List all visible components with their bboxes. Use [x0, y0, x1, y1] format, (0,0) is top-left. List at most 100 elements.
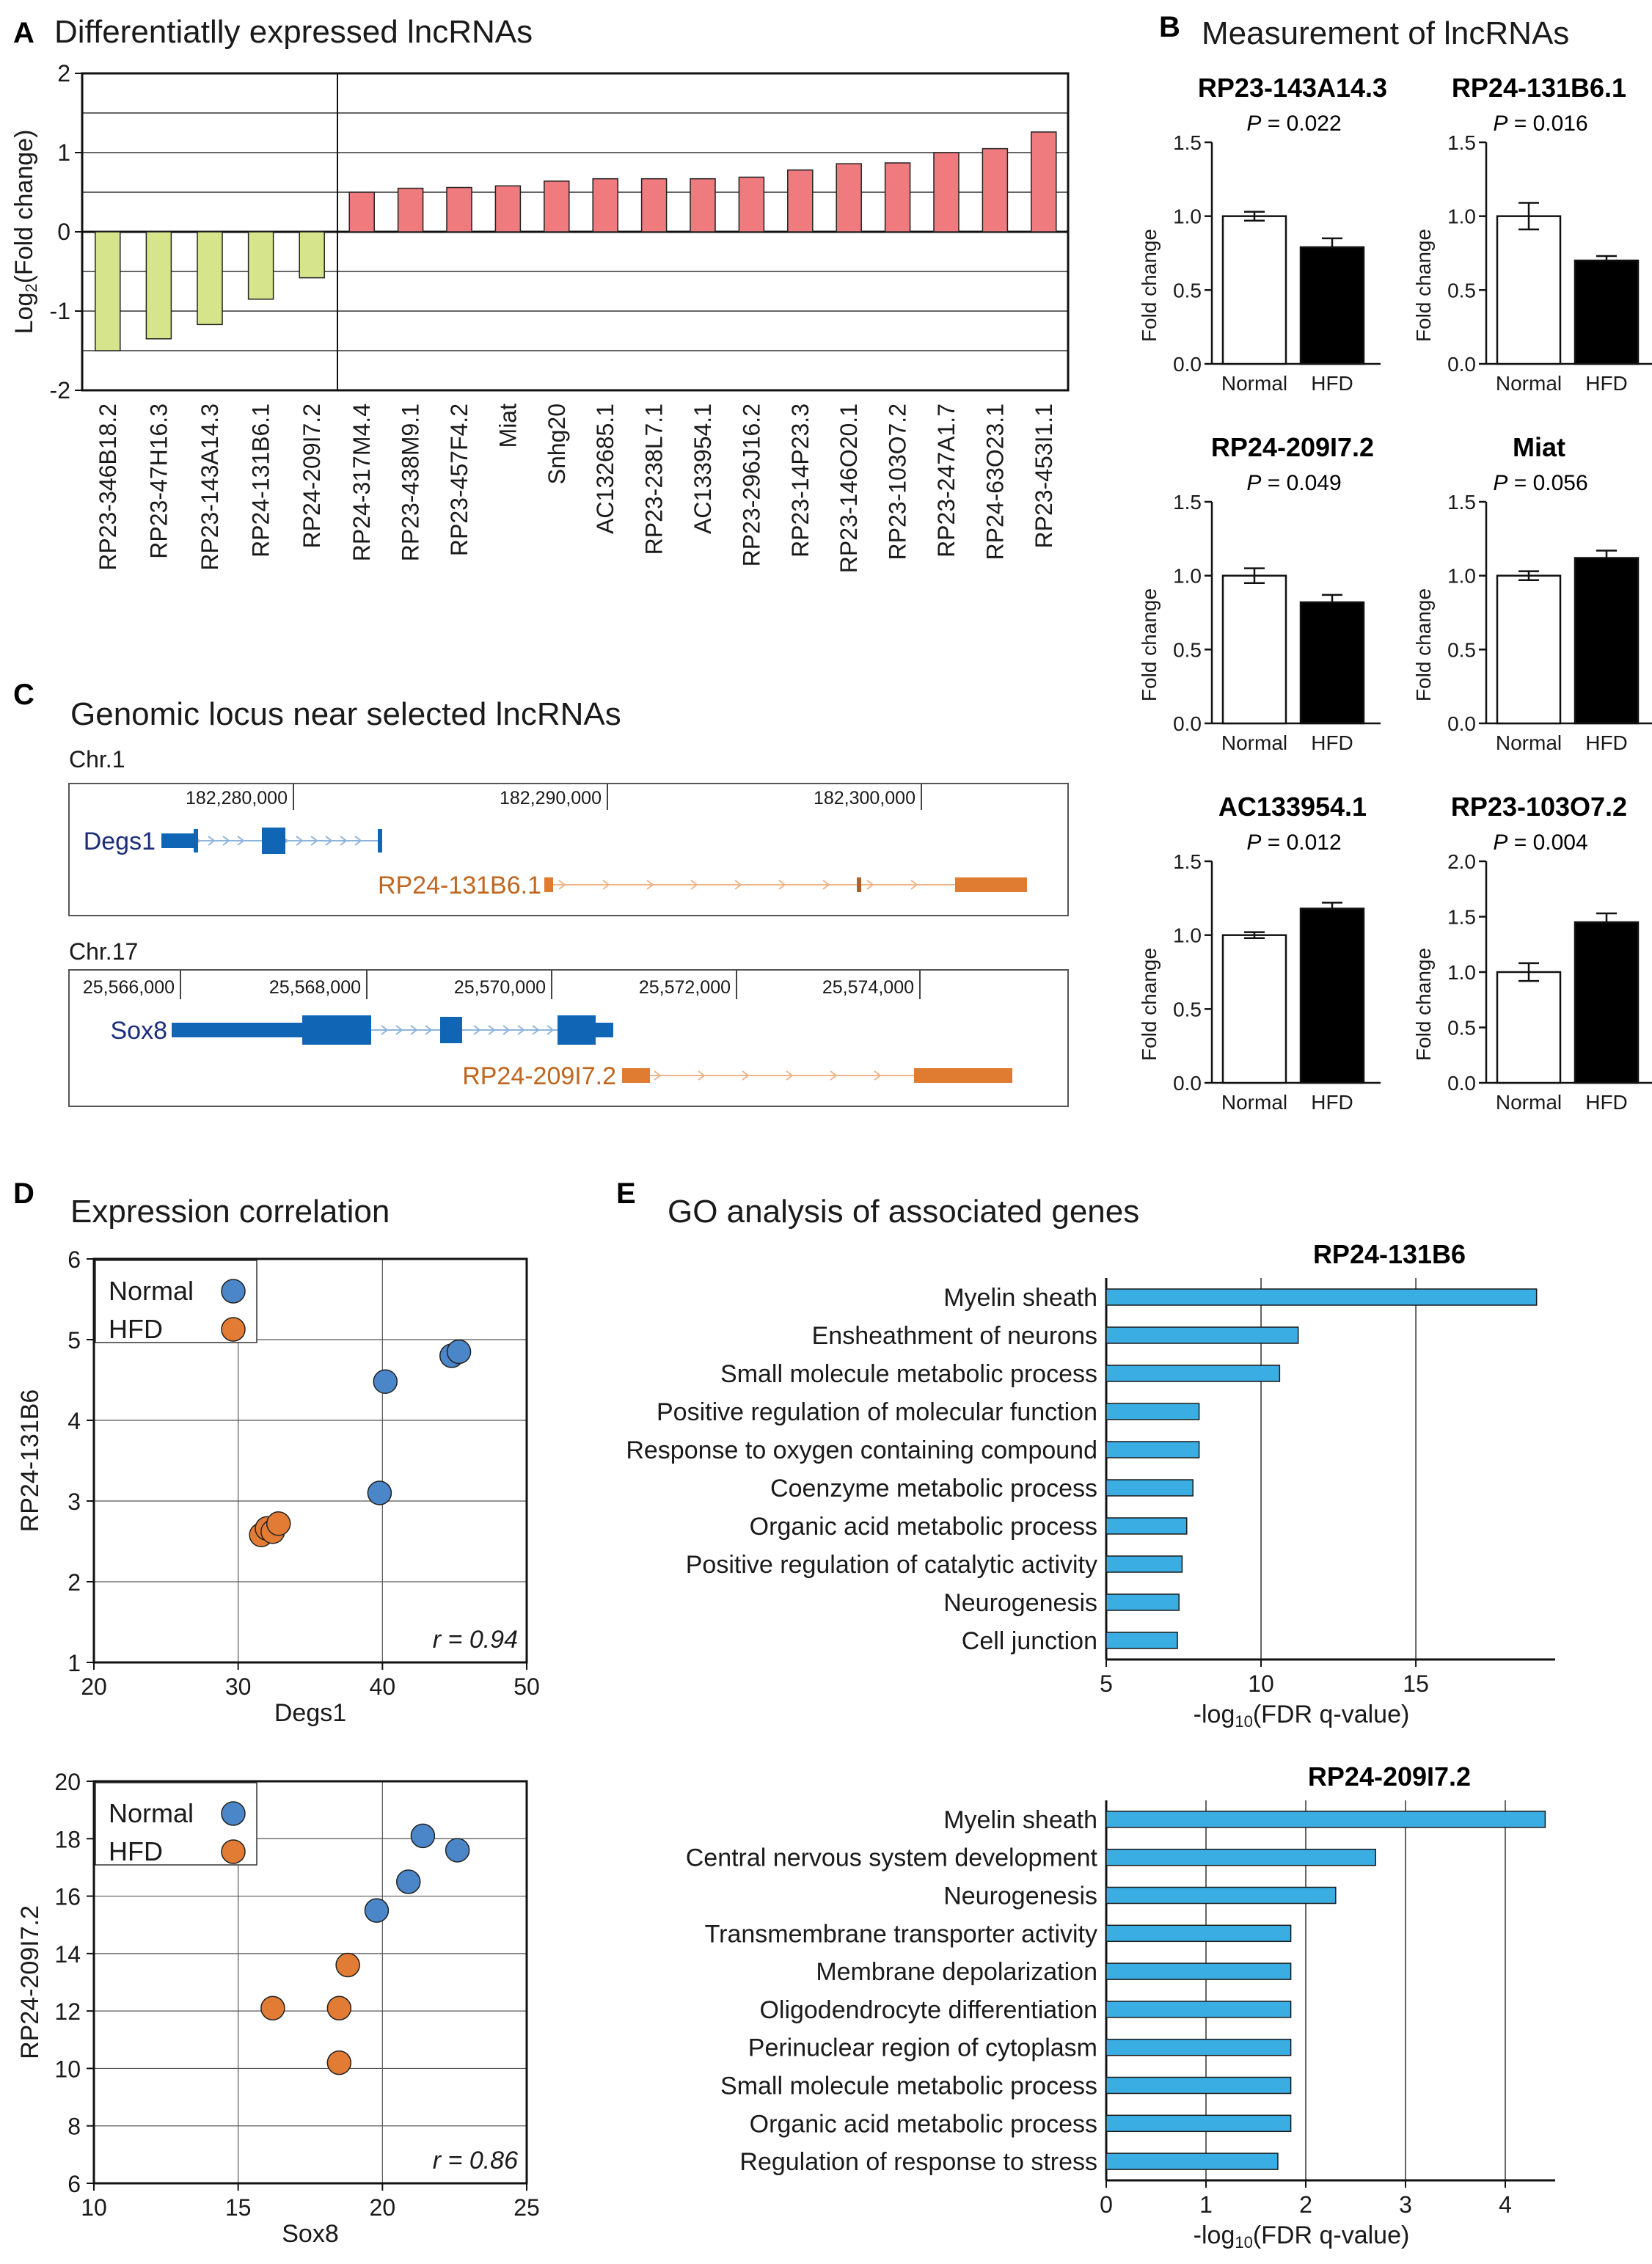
bar-rp23-457f4.2 [446, 186, 472, 233]
x-tick-label: 0 [1100, 2191, 1113, 2218]
x-tick-label: RP23-103O7.2 [885, 403, 911, 560]
bar-rp23-247a1.7 [933, 152, 960, 233]
chart-a: -2 -1 0 1 2 Log2(Fold change) RP23-346B18.2 RP2… [10, 60, 1070, 573]
y-tick-label: 6 [67, 2171, 81, 2197]
rp24-209i7-exon [622, 1068, 650, 1083]
y-tick-label: 1.0 [1447, 205, 1476, 228]
go-term-label: Neurogenesis [943, 1883, 1097, 1910]
y-tick-label: 12 [54, 1998, 81, 2025]
y-tick-label: 1.5 [1447, 491, 1476, 514]
bar-miat [494, 185, 522, 233]
point-hfd [266, 1511, 291, 1536]
x-tick-label: Normal [1496, 1091, 1562, 1114]
subplot-title: RP23-103O7.2 [1451, 792, 1627, 822]
legend-marker-hfd [221, 1317, 246, 1342]
y-tick-label: 1.0 [1447, 961, 1476, 984]
legend-label: HFD [109, 1836, 163, 1866]
chr17-coord-label: 25,572,000 [639, 977, 731, 998]
bar-ac133954.1 [690, 178, 716, 233]
x-tick-label: HFD [1585, 731, 1628, 754]
x-tick-label: Snhg20 [544, 403, 570, 484]
panel-a-title: Differentiatlly expressed lncRNAs [54, 14, 533, 50]
y-tick-label: 1.0 [1173, 924, 1202, 947]
chr1-coord-label: 182,280,000 [186, 788, 288, 808]
panel-c-letter: C [13, 679, 34, 711]
sox8-exon [172, 1023, 304, 1037]
point-normal [364, 1898, 390, 1923]
y-tick-label: 1 [67, 1650, 81, 1676]
go-term-label: Small molecule metabolic process [720, 1360, 1097, 1388]
go-term-label: Myelin sheath [943, 1806, 1097, 1834]
subplot-title: Miat [1513, 432, 1565, 462]
legend-marker-hfd [221, 1839, 246, 1864]
y-axis-label: Log2(Fold change) [10, 130, 40, 335]
y-tick-label: 14 [54, 1941, 81, 1968]
x-tick-label: RP24-209I7.2 [299, 403, 325, 548]
bar-normal [1221, 934, 1287, 1084]
y-tick-label: 1.5 [1173, 131, 1202, 154]
go-term-label: Oligodendrocyte differentiation [759, 1996, 1097, 2024]
y-tick-label: 0.5 [1447, 638, 1476, 661]
go-term-label: Organic acid metabolic process [750, 2110, 1097, 2138]
degs1-exon [378, 829, 382, 852]
panel-c-title: Genomic locus near selected lncRNAs [70, 696, 621, 732]
point-normal [445, 1838, 470, 1863]
degs1-exon [161, 833, 195, 848]
x-tick-label: HFD [1311, 731, 1353, 754]
go-bar [1105, 1403, 1200, 1420]
y-tick-label: 0.5 [1173, 998, 1202, 1020]
chr1-label: Chr.1 [69, 746, 125, 773]
x-tick-label: AC132685.1 [592, 403, 618, 534]
rp24-209i7-exon [914, 1068, 1012, 1083]
bar-hfd [1299, 601, 1365, 725]
chr17-frame [68, 969, 1069, 1107]
y-tick-label: 2.0 [1447, 850, 1476, 873]
x-tick-label: Normal [1221, 1091, 1287, 1114]
panel-e-title: GO analysis of associated genes [668, 1194, 1139, 1230]
chr17-coord-label: 25,568,000 [269, 977, 361, 998]
y-tick-label: 10 [54, 2056, 81, 2082]
go-term-label: Positive regulation of molecular functio… [657, 1398, 1097, 1426]
point-normal [410, 1823, 436, 1849]
p-value: P = 0.012 [1246, 830, 1341, 855]
plot-frame [92, 1780, 528, 2185]
point-hfd [335, 1952, 360, 1978]
legend-marker-normal [221, 1279, 246, 1304]
correlation-coefficient: r = 0.86 [433, 2147, 518, 2174]
plot-frame [92, 1257, 528, 1664]
panel-a-letter: A [13, 17, 34, 49]
y-tick-label: 5 [67, 1327, 81, 1354]
bar-rp24-317m4.4 [348, 191, 375, 233]
y-axis-label: RP24-209I7.2 [16, 1905, 44, 2059]
bar-rp23-146o20.1 [836, 163, 862, 233]
go-term-label: Neurogenesis [943, 1589, 1097, 1617]
y-tick-label: 6 [67, 1246, 81, 1273]
bar-normal [1496, 971, 1562, 1084]
bar-ac132685.1 [592, 178, 618, 233]
x-tick-label: RP23-457F4.2 [446, 403, 472, 556]
rp24-209i7-strand-arrows [654, 1070, 881, 1081]
legend-label: HFD [109, 1314, 163, 1344]
x-tick-label: 50 [513, 1673, 540, 1700]
p-value: P = 0.016 [1493, 112, 1587, 136]
go-bar [1105, 1517, 1188, 1535]
bar-rp23-143a14.3 [197, 231, 223, 326]
chart-e-bottom: RP24-209I7.2 0 1 2 3 4 Myelin sheath Central ne… [686, 1761, 1555, 2252]
bar-normal [1221, 215, 1287, 365]
x-tick-label: HFD [1311, 372, 1353, 395]
y-tick-label: 0.5 [1447, 279, 1476, 302]
bar-hfd [1299, 908, 1365, 1084]
go-bar [1105, 2114, 1292, 2133]
go-bar [1105, 1365, 1281, 1382]
go-bar [1105, 1555, 1183, 1573]
bar-rp24-63o23.1 [982, 147, 1009, 233]
y-tick-label: 20 [54, 1769, 81, 1795]
bar-rp23-238l7.1 [640, 178, 668, 233]
y-tick-label: 2 [57, 60, 70, 87]
x-tick-label: HFD [1311, 1091, 1353, 1114]
correlation-coefficient: r = 0.94 [433, 1626, 518, 1654]
chart-title: RP24-209I7.2 [1308, 1761, 1471, 1792]
go-bar [1105, 1441, 1200, 1458]
y-tick-label: 0.0 [1447, 353, 1476, 376]
